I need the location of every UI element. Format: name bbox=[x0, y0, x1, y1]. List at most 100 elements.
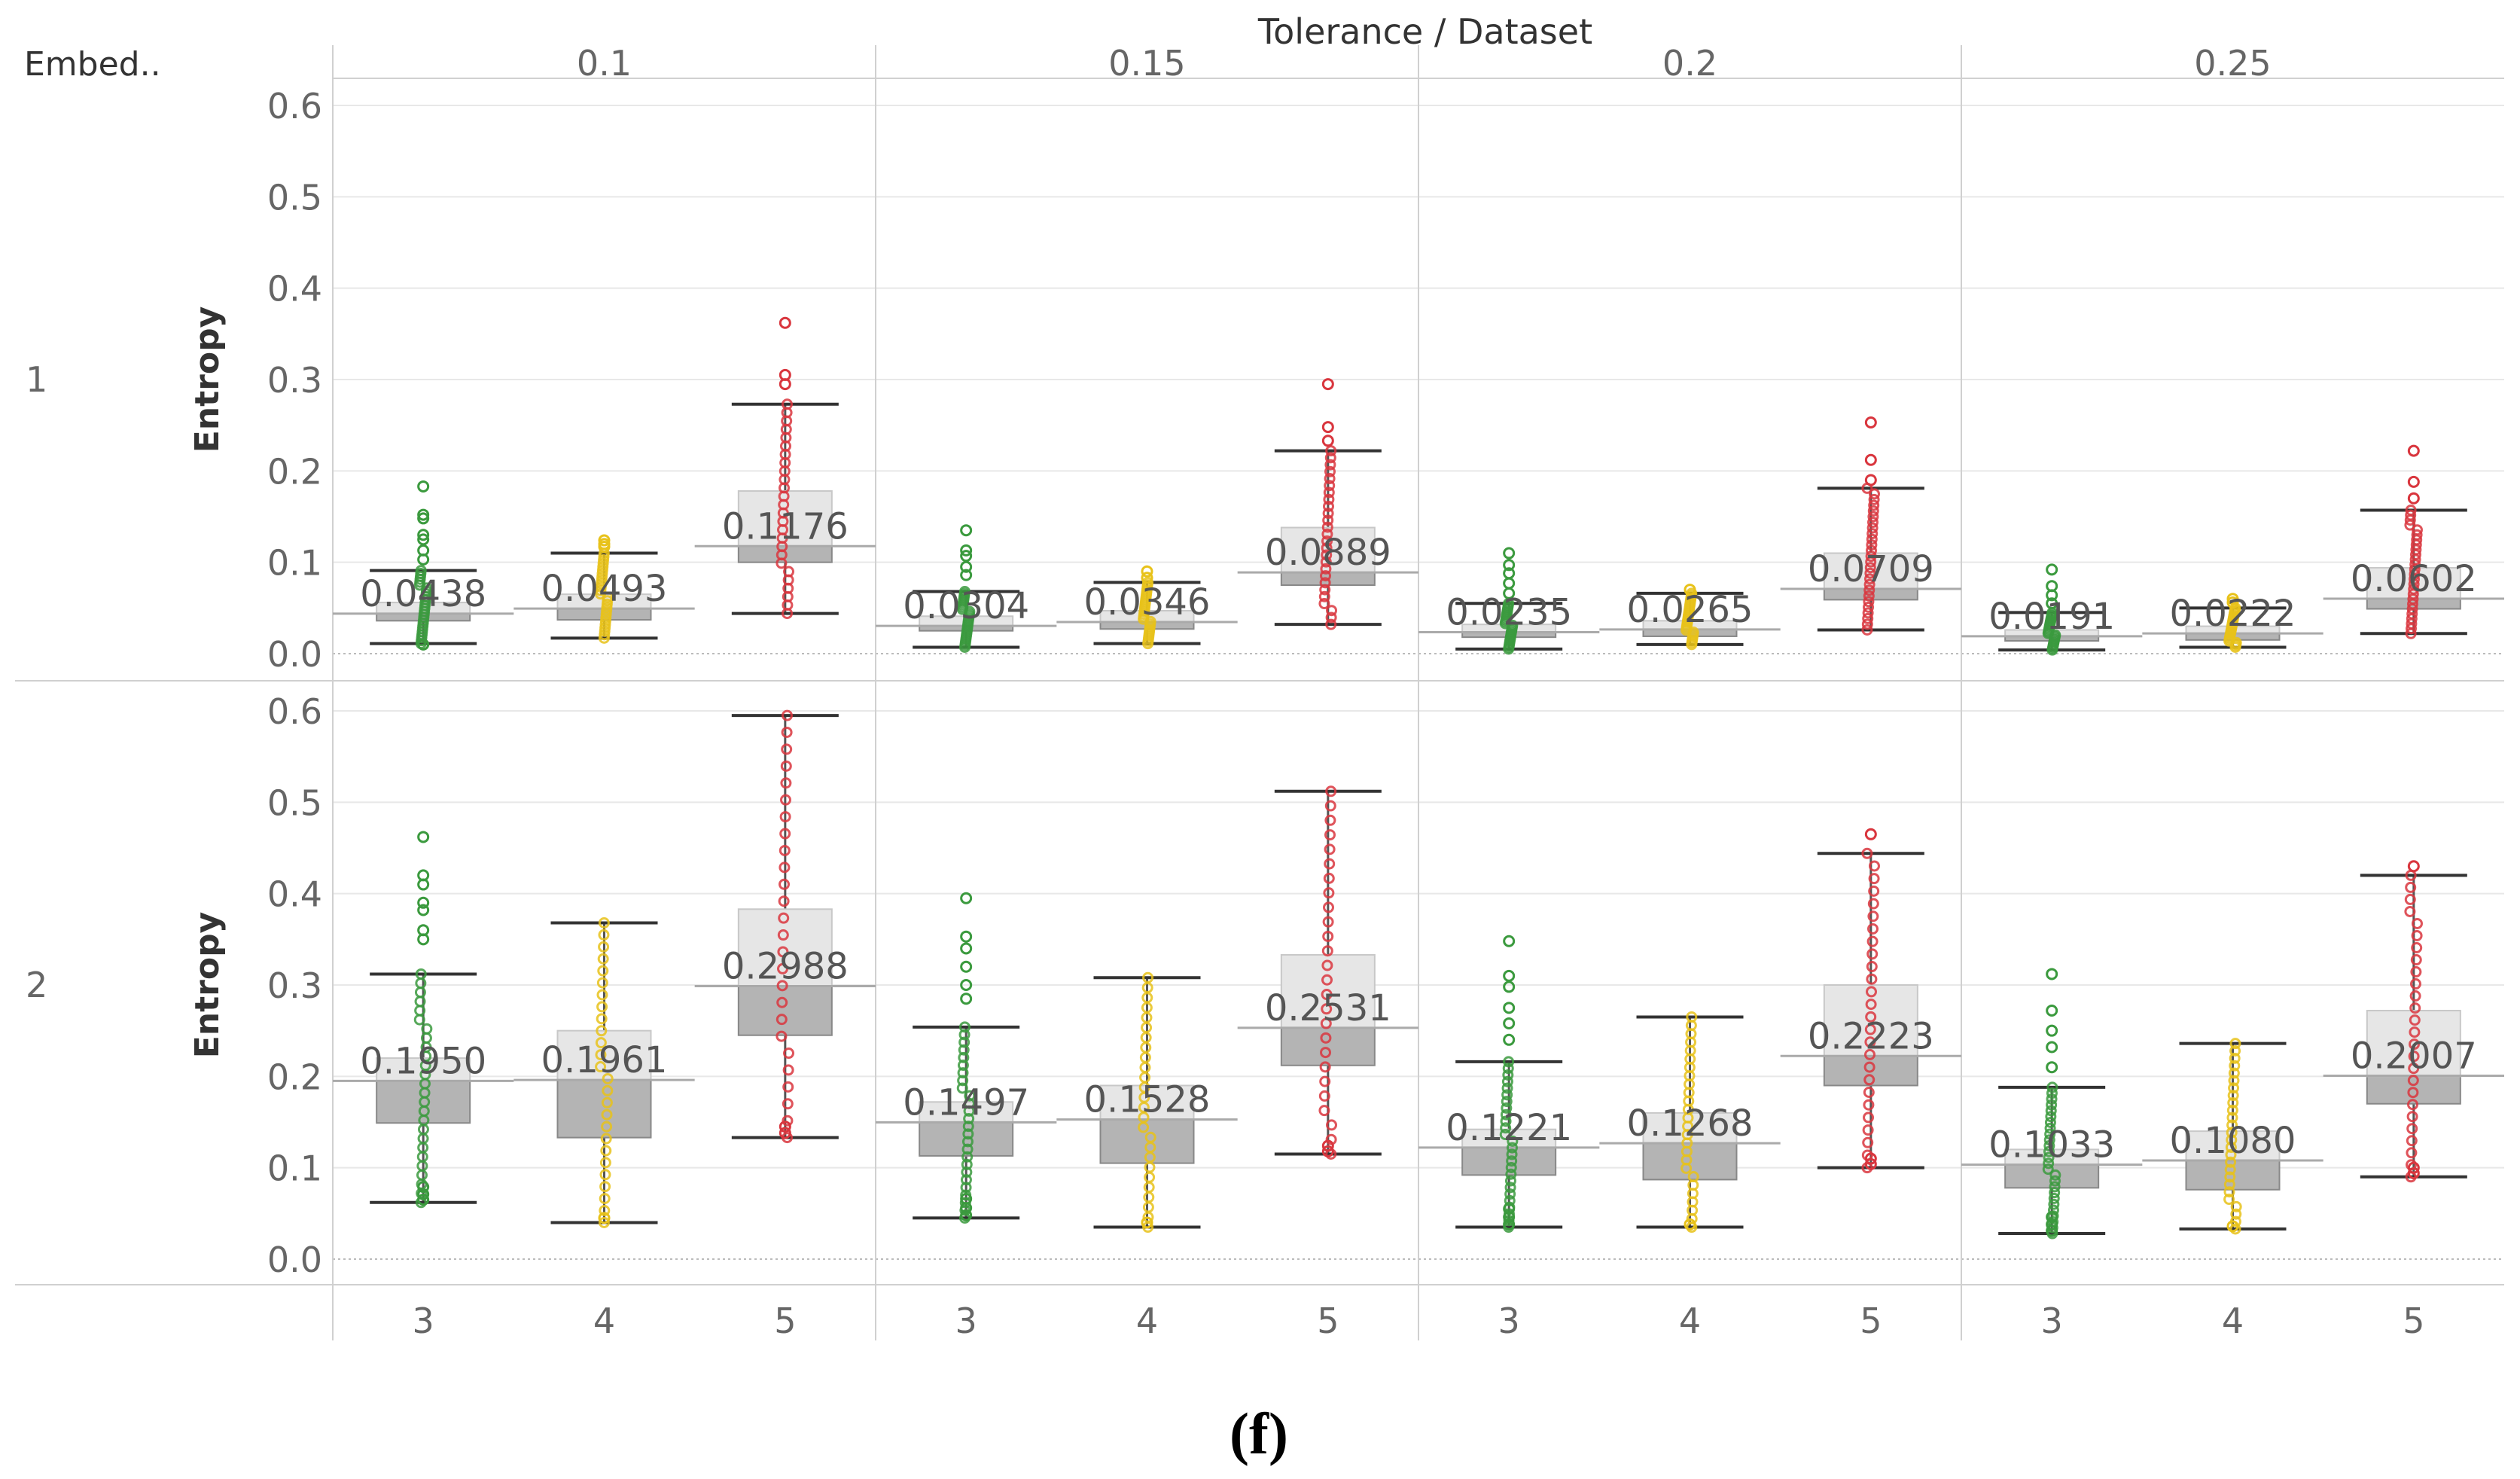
data-point bbox=[1686, 1011, 1698, 1023]
data-point bbox=[776, 1014, 788, 1026]
data-point bbox=[596, 977, 608, 989]
dataset-tick-label: 5 bbox=[1860, 1301, 1882, 1341]
box-lower bbox=[919, 1121, 1014, 1157]
outlier-point bbox=[1503, 1033, 1516, 1046]
outlier-point bbox=[417, 924, 430, 937]
outlier-point bbox=[960, 960, 973, 973]
data-point bbox=[1325, 445, 1337, 457]
data-point bbox=[2409, 990, 2421, 1002]
data-point bbox=[776, 996, 788, 1008]
outlier-point bbox=[960, 524, 973, 537]
data-point bbox=[599, 1205, 611, 1217]
data-point bbox=[2224, 1171, 2236, 1183]
outlier-point bbox=[960, 544, 973, 557]
data-point bbox=[1320, 1047, 1332, 1059]
data-point bbox=[2411, 929, 2423, 941]
tolerance-header: 0.15 bbox=[1108, 43, 1185, 84]
data-point bbox=[1319, 577, 1331, 589]
data-point bbox=[2046, 1081, 2058, 1093]
outlier-point bbox=[1503, 567, 1516, 580]
outlier-point bbox=[417, 896, 430, 909]
data-point bbox=[1318, 1090, 1330, 1102]
outlier-point bbox=[1141, 572, 1153, 584]
dataset-tick-label: 4 bbox=[593, 1301, 615, 1341]
data-point bbox=[2047, 1204, 2059, 1216]
data-point bbox=[415, 565, 427, 577]
mean-value-label: 0.0235 bbox=[1446, 591, 1572, 633]
data-point bbox=[2229, 1038, 2241, 1050]
dataset-tick-label: 5 bbox=[774, 1301, 796, 1341]
data-point bbox=[1326, 1119, 1338, 1131]
data-point bbox=[1325, 618, 1337, 630]
data-point bbox=[1864, 573, 1876, 585]
data-point bbox=[1868, 493, 1880, 505]
data-point bbox=[780, 777, 792, 789]
data-point bbox=[961, 1136, 974, 1148]
outlier-point bbox=[1321, 378, 1334, 391]
mean-value-label: 0.1950 bbox=[360, 1040, 486, 1082]
data-point bbox=[2049, 1187, 2061, 1199]
data-point bbox=[1324, 465, 1336, 477]
data-point bbox=[2045, 1105, 2057, 1117]
data-point bbox=[1320, 556, 1332, 568]
y-tick-label: 0.3 bbox=[267, 360, 322, 401]
data-point bbox=[2226, 1104, 2238, 1116]
data-point bbox=[1866, 533, 1878, 545]
column-header-title: Tolerance / Dataset bbox=[1257, 11, 1592, 52]
data-point bbox=[1321, 521, 1333, 533]
data-point bbox=[1319, 584, 1331, 596]
data-point bbox=[1863, 1086, 1875, 1098]
point-layer bbox=[413, 316, 2423, 1240]
data-point bbox=[2044, 1116, 2056, 1128]
data-point bbox=[1321, 542, 1333, 554]
outlier-point bbox=[417, 529, 430, 541]
data-point bbox=[1864, 562, 1876, 574]
data-point bbox=[2406, 1135, 2418, 1147]
mean-value-label: 0.1080 bbox=[2170, 1120, 2296, 1162]
dataset-tick-label: 3 bbox=[1498, 1301, 1520, 1341]
data-point bbox=[779, 844, 791, 856]
data-point bbox=[599, 1193, 611, 1205]
data-point bbox=[1863, 584, 1876, 596]
outlier-point bbox=[1321, 421, 1334, 434]
data-point bbox=[1324, 858, 1336, 870]
data-point bbox=[2225, 1142, 2237, 1154]
mean-value-label: 0.1176 bbox=[722, 505, 849, 547]
outlier-point bbox=[2046, 563, 2058, 576]
data-point bbox=[1862, 1136, 1874, 1148]
outlier-point bbox=[2046, 1211, 2058, 1224]
data-point bbox=[2408, 1063, 2420, 1075]
outlier-point bbox=[779, 1121, 791, 1133]
outlier-point bbox=[2046, 1218, 2058, 1230]
data-point bbox=[2227, 1090, 2239, 1102]
data-point bbox=[962, 1128, 974, 1140]
data-point bbox=[1501, 1075, 1513, 1087]
data-point bbox=[1501, 1089, 1513, 1101]
data-point bbox=[598, 929, 610, 941]
data-point bbox=[1321, 535, 1333, 547]
outlier-point bbox=[2046, 580, 2058, 593]
data-point bbox=[421, 1023, 433, 1035]
data-point bbox=[1502, 1063, 1514, 1075]
y-tick-label: 0.4 bbox=[267, 269, 322, 310]
outlier-point bbox=[1321, 435, 1334, 447]
data-point bbox=[1866, 528, 1879, 540]
data-point bbox=[777, 929, 789, 941]
outlier-point bbox=[2046, 1061, 2058, 1074]
data-point bbox=[1325, 611, 1337, 624]
outlier-point bbox=[598, 1212, 611, 1224]
data-point bbox=[958, 1036, 971, 1048]
outlier-point bbox=[417, 831, 430, 843]
outlier-point bbox=[417, 480, 430, 492]
data-point bbox=[1866, 922, 1879, 935]
data-point bbox=[2404, 893, 2416, 905]
data-point bbox=[2230, 1200, 2242, 1212]
data-point bbox=[2228, 1075, 2240, 1087]
data-point bbox=[1865, 1011, 1877, 1023]
data-point bbox=[779, 828, 791, 840]
box-upper bbox=[1280, 953, 1376, 1029]
data-point bbox=[416, 1169, 428, 1181]
data-point bbox=[1140, 1041, 1152, 1054]
data-point bbox=[1866, 539, 1878, 551]
data-point bbox=[598, 916, 610, 929]
